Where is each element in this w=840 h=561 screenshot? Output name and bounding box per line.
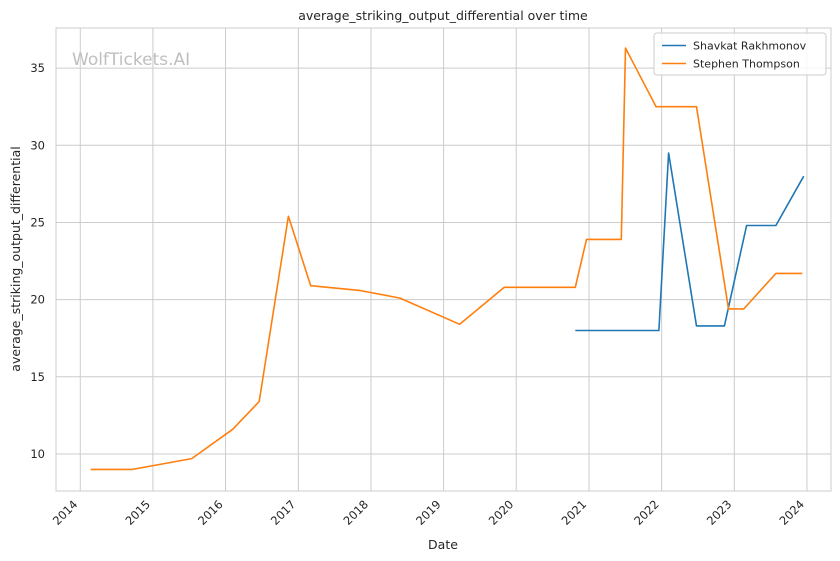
legend-label-shavkat-rakhmonov: Shavkat Rakhmonov [693, 40, 807, 53]
legend-label-stephen-thompson: Stephen Thompson [693, 58, 800, 71]
plot-area-frame [55, 27, 832, 492]
y-tick-label: 20 [30, 293, 45, 307]
y-tick-label: 30 [30, 138, 45, 152]
y-tick-label: 15 [30, 370, 45, 384]
y-tick-label: 25 [30, 215, 45, 229]
series-lines [90, 47, 805, 471]
x-axis-label: Date [428, 537, 458, 552]
y-tick-label: 35 [30, 61, 45, 75]
y-axis-label: average_striking_output_differential [8, 146, 23, 371]
watermark: WolfTickets.AI [72, 50, 190, 70]
legend-box [653, 32, 827, 76]
grid [56, 28, 831, 491]
legend: Shavkat Rakhmonov Stephen Thompson [653, 32, 827, 76]
series-line-stephen-thompson [90, 47, 803, 471]
series-line-shavkat-rakhmonov [575, 152, 805, 332]
y-tick-label: 10 [30, 447, 45, 461]
chart-title: average_striking_output_differential ove… [298, 8, 588, 23]
